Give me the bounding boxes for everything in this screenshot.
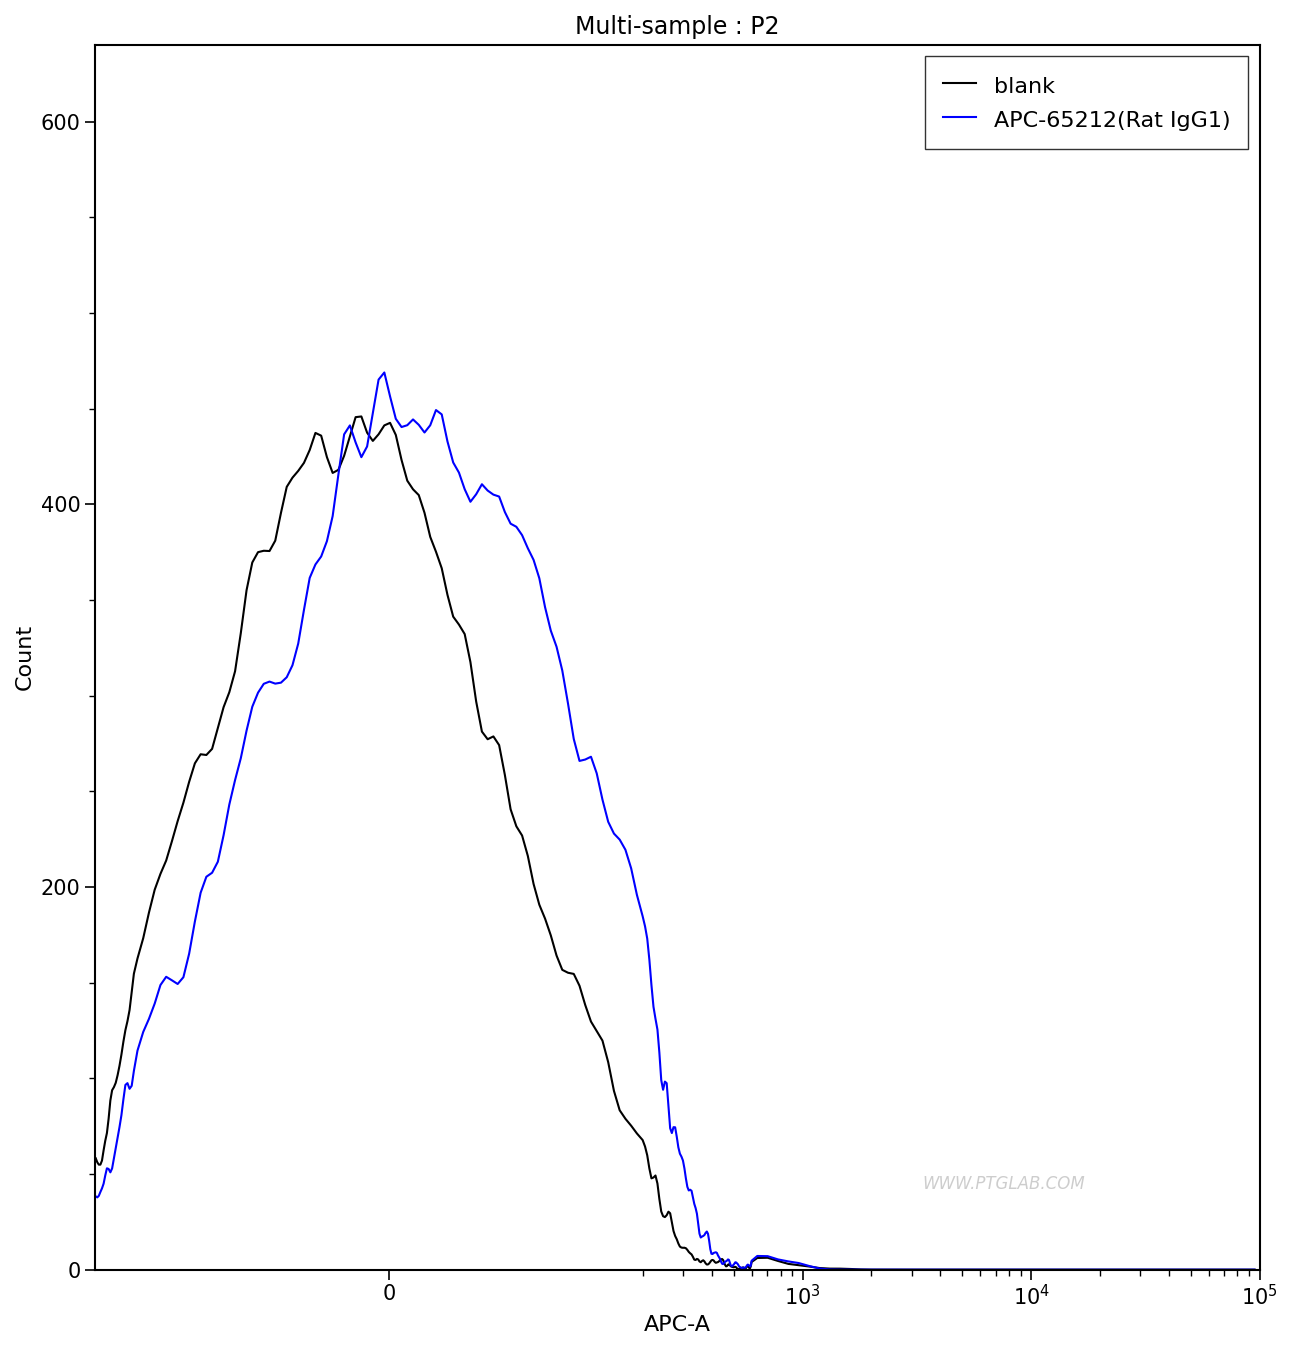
APC-65212(Rat IgG1)	[623, 860, 639, 876]
blank	[1246, 1261, 1262, 1277]
blank	[736, 1260, 751, 1276]
blank	[623, 1118, 639, 1134]
X-axis label: APC-A: APC-A	[644, 1315, 711, 1335]
blank	[895, 1261, 910, 1277]
blank	[88, 1150, 103, 1166]
APC-65212(Rat IgG1)	[936, 1261, 952, 1277]
blank	[662, 1206, 678, 1222]
blank	[1174, 1261, 1190, 1277]
APC-65212(Rat IgG1)	[736, 1260, 751, 1276]
Line: blank: blank	[96, 416, 1254, 1269]
blank	[353, 408, 369, 424]
Title: Multi-sample : P2: Multi-sample : P2	[575, 15, 780, 39]
blank	[936, 1261, 952, 1277]
APC-65212(Rat IgG1)	[853, 1261, 869, 1277]
blank	[822, 1261, 838, 1277]
APC-65212(Rat IgG1)	[822, 1261, 838, 1277]
APC-65212(Rat IgG1)	[88, 1188, 103, 1204]
APC-65212(Rat IgG1)	[662, 1120, 678, 1137]
Legend: blank, APC-65212(Rat IgG1): blank, APC-65212(Rat IgG1)	[926, 57, 1249, 148]
APC-65212(Rat IgG1)	[1246, 1261, 1262, 1277]
APC-65212(Rat IgG1)	[376, 364, 392, 381]
Line: APC-65212(Rat IgG1): APC-65212(Rat IgG1)	[96, 373, 1254, 1269]
APC-65212(Rat IgG1)	[1174, 1261, 1190, 1277]
Text: WWW.PTGLAB.COM: WWW.PTGLAB.COM	[922, 1174, 1085, 1193]
Y-axis label: Count: Count	[16, 624, 35, 690]
